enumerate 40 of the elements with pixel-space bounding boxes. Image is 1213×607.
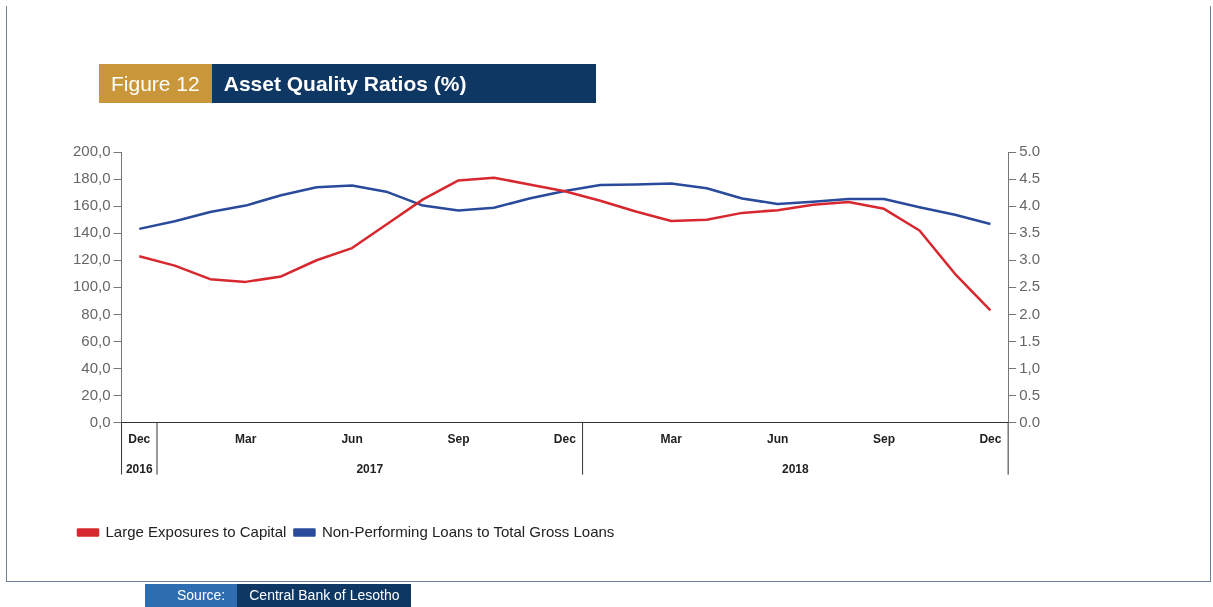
legend-label: Large Exposures to Capital	[105, 522, 287, 540]
text: Central Bank of Lesotho	[237, 584, 412, 607]
y2-tick-label: 3.0	[1019, 250, 1041, 268]
text: 2018	[782, 461, 810, 476]
y2-tick-label: 4.5	[1019, 169, 1041, 187]
y-tick-label: 160,0	[72, 196, 111, 214]
x-tick-label: Dec	[553, 432, 577, 447]
y-tick-label: 0,0	[89, 412, 111, 430]
y-tick-label: 60,0	[81, 331, 111, 349]
y2-tick-label: 2.5	[1019, 277, 1041, 295]
x-tick-label: Jun	[341, 432, 363, 447]
y2-tick-label: 1.5	[1019, 331, 1041, 349]
y2-tick-label: 3.5	[1019, 223, 1041, 241]
x-tick-label: Dec	[979, 432, 1002, 447]
x-tick-label: Mar	[234, 432, 257, 447]
y-tick-label: 80,0	[81, 304, 111, 322]
legend-label: Non-Performing Loans to Total Gross Loans	[321, 522, 615, 540]
y2-tick-label: 4.0	[1019, 196, 1041, 214]
y-tick-label: 180,0	[72, 169, 111, 187]
text: 2016	[125, 461, 153, 476]
y-tick-label: 20,0	[81, 385, 111, 403]
y-tick-label: 40,0	[81, 358, 111, 376]
y-tick-label: 100,0	[72, 277, 111, 295]
x-tick-label: Sep	[447, 432, 470, 447]
y2-tick-label: 1,0	[1019, 358, 1041, 376]
x-tick-label: Sep	[873, 432, 896, 447]
text: 2017	[356, 461, 384, 476]
y2-tick-label: 0.5	[1019, 385, 1041, 403]
y2-tick-label: 5.0	[1019, 142, 1041, 160]
y2-tick-label: 2.0	[1019, 304, 1041, 322]
y2-tick-label: 0.0	[1019, 412, 1041, 430]
source-note: Source:	[145, 584, 238, 607]
x-tick-label: Dec	[128, 432, 151, 447]
x-tick-label: Mar	[660, 432, 683, 447]
chart-subtitle: Figure 12	[99, 64, 212, 103]
y-tick-label: 140,0	[72, 223, 111, 241]
y-tick-label: 120,0	[72, 250, 111, 268]
y-tick-label: 200,0	[72, 142, 111, 160]
chart-title: Asset Quality Ratios (%)	[211, 64, 597, 103]
x-tick-label: Jun	[766, 432, 789, 447]
